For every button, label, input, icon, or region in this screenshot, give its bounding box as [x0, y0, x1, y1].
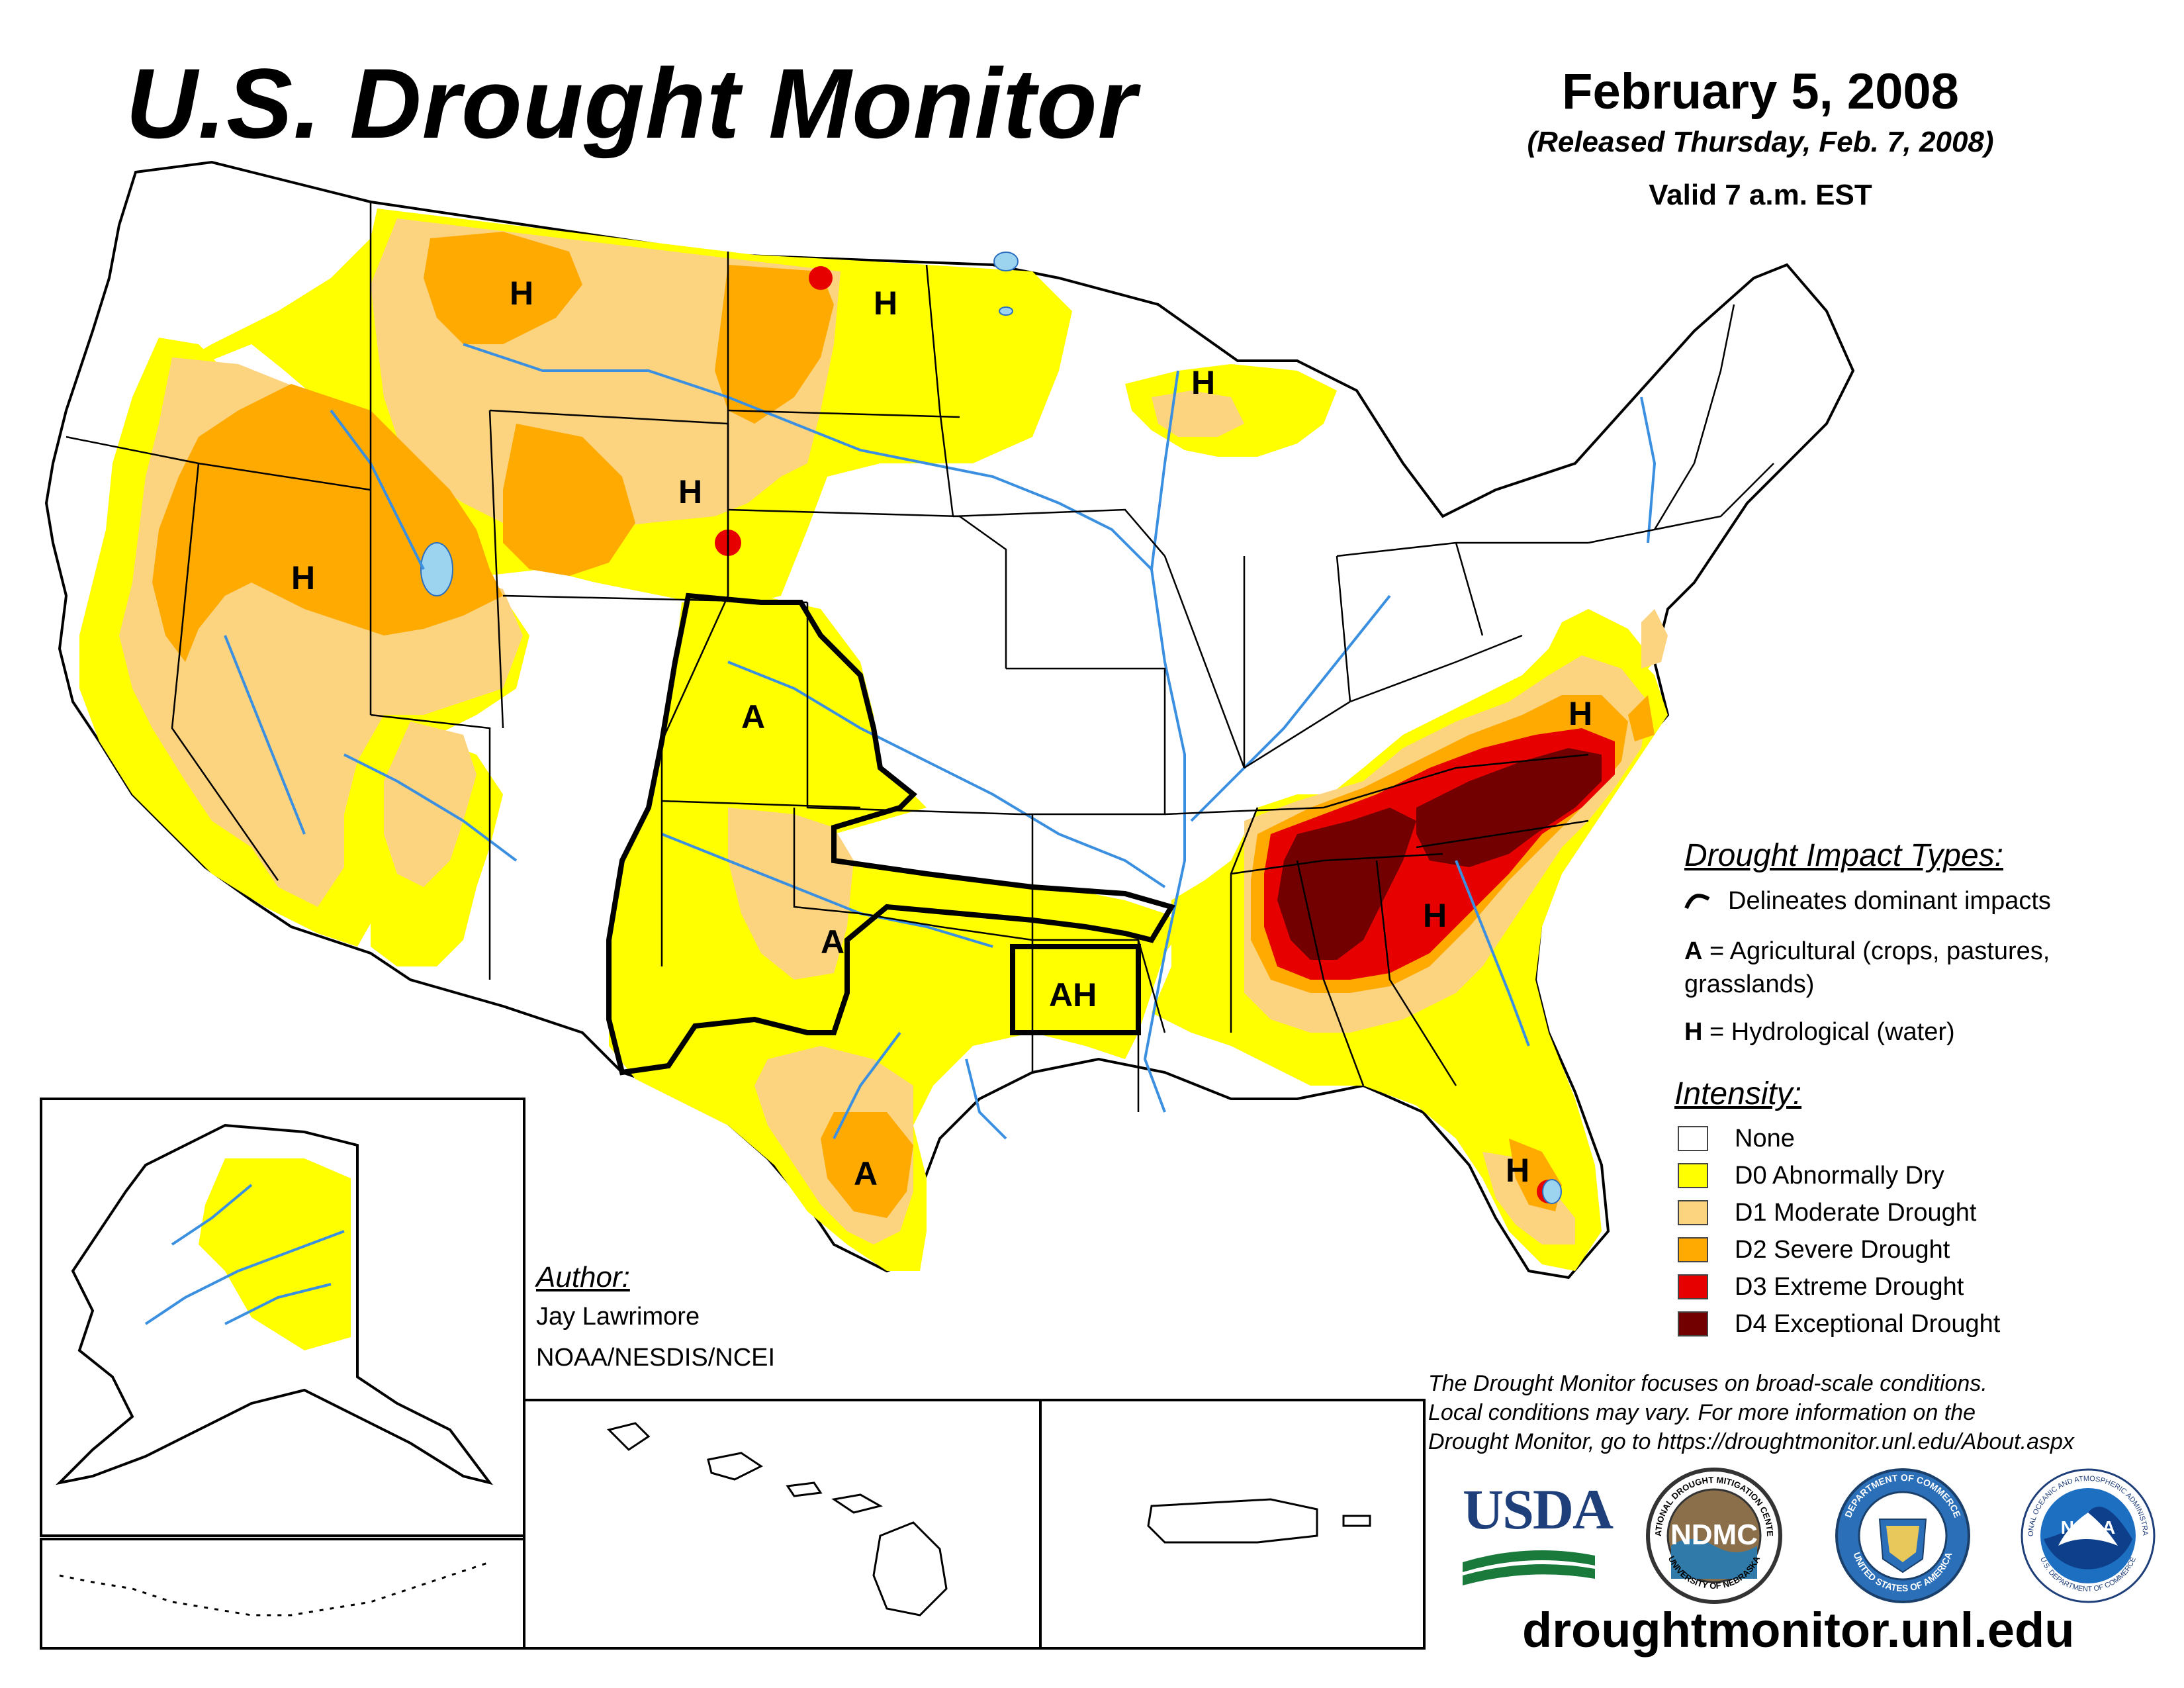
hawaii-inset: [523, 1399, 1042, 1650]
impact-hyd-key: H: [1684, 1018, 1703, 1046]
noaa-logo[interactable]: NOAA NATIONAL OCEANIC AND ATMOSPHERIC AD…: [2019, 1466, 2158, 1605]
label-nd-h: H: [874, 285, 897, 322]
author-heading: Author:: [536, 1261, 630, 1293]
impact-line-legend: Delineates dominant impacts: [1684, 887, 2051, 915]
impact-ag-key: A: [1684, 937, 1703, 965]
intensity-label: None: [1735, 1124, 1795, 1152]
impact-ag-legend: A = Agricultural (crops, pastures, grass…: [1684, 935, 2148, 1001]
author-org: NOAA/NESDIS/NCEI: [536, 1344, 776, 1372]
intensity-label: D1 Moderate Drought: [1735, 1198, 1977, 1227]
label-co-a: A: [741, 698, 765, 735]
intensity-swatch: [1678, 1126, 1708, 1151]
label-fl-h: H: [1506, 1152, 1529, 1189]
ndmc-logo-text: NDMC: [1670, 1519, 1758, 1551]
region-labels: H H H H H A A A AH H H H: [291, 275, 1592, 1192]
label-ga-h: H: [1423, 897, 1447, 934]
intensity-swatch: [1678, 1311, 1708, 1336]
impact-hyd-legend: H = Hydrological (water): [1684, 1018, 1955, 1047]
alaska-inset: [40, 1098, 525, 1650]
label-ar-ah: AH: [1049, 976, 1097, 1013]
intensity-row-d3: D3 Extreme Drought: [1678, 1270, 1964, 1303]
disclaimer-line[interactable]: Drought Monitor, go to https://droughtmo…: [1428, 1429, 2074, 1454]
impact-lines: [606, 592, 1176, 1076]
author-name: Jay Lawrimore: [536, 1303, 700, 1331]
intensity-row-d2: D2 Severe Drought: [1678, 1233, 1950, 1266]
lakes: [420, 252, 1562, 1204]
release-date: (Released Thursday, Feb. 7, 2008): [1527, 126, 1994, 158]
disclaimer-line: Local conditions may vary. For more info…: [1428, 1400, 1976, 1425]
intensity-label: D3 Extreme Drought: [1735, 1272, 1964, 1301]
page-title: U.S. Drought Monitor: [126, 48, 1138, 159]
intensity-row-d0: D0 Abnormally Dry: [1678, 1159, 1944, 1192]
label-tx-a2: A: [854, 1155, 878, 1192]
intensity-title: Intensity:: [1674, 1076, 1802, 1111]
valid-time: Valid 7 a.m. EST: [1649, 179, 1872, 211]
commerce-seal[interactable]: DEPARTMENT OF COMMERCE UNITED STATES OF …: [1833, 1466, 1972, 1605]
intensity-swatch: [1678, 1237, 1708, 1262]
intensity-label: D4 Exceptional Drought: [1735, 1309, 2001, 1338]
label-mi-h: H: [1191, 364, 1215, 401]
disclaimer: The Drought Monitor focuses on broad-sca…: [1428, 1369, 2156, 1456]
impact-types-title: Drought Impact Types:: [1684, 838, 2003, 873]
impact-ag-label: = Agricultural (crops, pastures, grassla…: [1684, 937, 2050, 998]
impact-line-icon: [1684, 894, 1710, 910]
usda-logo[interactable]: USDA: [1463, 1476, 1614, 1585]
noaa-logo-text: NOAA: [2061, 1517, 2115, 1538]
website-link[interactable]: droughtmonitor.unl.edu: [1522, 1603, 2075, 1658]
disclaimer-line: The Drought Monitor focuses on broad-sca…: [1428, 1371, 1987, 1396]
label-tx-a1: A: [821, 923, 844, 961]
map-date: February 5, 2008: [1562, 64, 1959, 120]
d4-regions: [1277, 748, 1602, 960]
label-va-h: H: [1569, 695, 1592, 732]
intensity-label: D2 Severe Drought: [1735, 1235, 1950, 1264]
intensity-row-d4: D4 Exceptional Drought: [1678, 1307, 2000, 1340]
usda-field-icon: [1463, 1550, 1595, 1585]
puerto-rico-inset: [1039, 1399, 1426, 1650]
intensity-swatch: [1678, 1163, 1708, 1188]
impact-hyd-label: = Hydrological (water): [1709, 1018, 1955, 1046]
label-nv-h: H: [291, 559, 315, 596]
label-wy-h: H: [678, 473, 702, 510]
impact-line-label: Delineates dominant impacts: [1728, 887, 2051, 915]
usda-logo-text: USDA: [1463, 1477, 1614, 1541]
ndmc-logo[interactable]: NDMC NATIONAL DROUGHT MITIGATION CENTER …: [1645, 1466, 1784, 1605]
label-mt-h: H: [510, 275, 533, 312]
intensity-swatch: [1678, 1274, 1708, 1299]
intensity-swatch: [1678, 1200, 1708, 1225]
intensity-row-d1: D1 Moderate Drought: [1678, 1196, 1976, 1229]
intensity-label: D0 Abnormally Dry: [1735, 1161, 1944, 1190]
intensity-row-none: None: [1678, 1122, 1795, 1155]
